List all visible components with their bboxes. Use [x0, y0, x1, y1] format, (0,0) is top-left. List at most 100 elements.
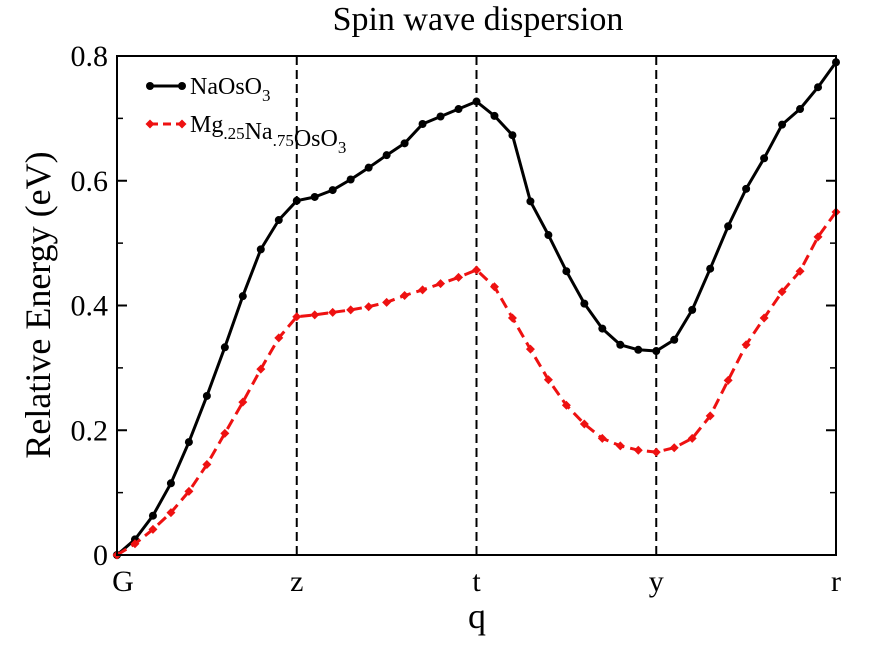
data-point	[777, 287, 787, 297]
y-tick-label-4: 0.8	[71, 40, 109, 73]
data-point	[741, 340, 751, 350]
series-layer	[112, 58, 841, 560]
data-point	[670, 335, 679, 344]
y-tick-label-3: 0.6	[71, 165, 109, 198]
series-1	[112, 207, 841, 560]
x-tick-label-y: y	[649, 565, 664, 598]
data-point	[669, 443, 679, 453]
data-point	[778, 120, 787, 129]
data-point	[238, 292, 247, 301]
y-tick-label-0: 0	[93, 539, 108, 572]
data-point	[813, 232, 823, 242]
data-point	[472, 97, 481, 106]
data-point	[274, 333, 284, 343]
data-point	[490, 111, 499, 120]
data-point	[202, 391, 211, 400]
legend-marker	[178, 82, 186, 90]
x-tick-label-G: G	[112, 565, 134, 598]
data-point	[148, 511, 157, 520]
data-point	[274, 216, 283, 225]
data-point	[166, 508, 176, 518]
data-point	[814, 83, 823, 92]
data-point	[418, 119, 427, 128]
data-point	[238, 397, 248, 407]
x-tick-label-t: t	[472, 565, 481, 598]
y-axis-label: Relative Energy (eV)	[18, 151, 58, 458]
plot-frame	[116, 55, 837, 556]
data-point	[652, 347, 661, 356]
data-point	[364, 163, 373, 172]
data-point	[292, 312, 302, 322]
data-point	[597, 433, 607, 443]
data-point	[166, 479, 175, 488]
data-point	[724, 222, 733, 231]
x-tick-label-z: z	[290, 565, 303, 598]
legend-item-1: Mg.25Na.75OsO3	[145, 112, 346, 157]
data-point	[543, 375, 553, 385]
data-point	[220, 343, 229, 352]
data-point	[292, 196, 301, 205]
data-point	[346, 305, 356, 315]
data-point	[759, 313, 769, 323]
data-point	[598, 324, 607, 333]
data-point	[580, 299, 589, 308]
data-point	[562, 267, 571, 276]
data-point	[561, 400, 571, 410]
data-point	[742, 184, 751, 193]
legend-marker	[145, 119, 155, 129]
legend-marker	[146, 82, 154, 90]
data-point	[382, 151, 391, 160]
data-point	[687, 433, 697, 443]
data-point	[328, 186, 337, 195]
data-point	[795, 266, 805, 276]
legend-item-0: NaOsO3	[146, 74, 271, 105]
data-point	[400, 291, 410, 301]
data-point	[616, 340, 625, 349]
series-line-1	[116, 211, 838, 557]
data-point	[615, 441, 625, 451]
data-point	[346, 175, 355, 184]
series-0	[113, 58, 840, 559]
data-point	[508, 131, 517, 140]
data-point	[454, 105, 463, 114]
x-tick-label-r: r	[831, 565, 841, 598]
data-point	[454, 272, 464, 282]
data-point	[202, 460, 212, 470]
data-point	[579, 419, 589, 429]
data-point	[544, 231, 553, 240]
data-point	[688, 305, 697, 314]
data-point	[382, 297, 392, 307]
chart-title: Spin wave dispersion	[333, 1, 624, 38]
data-point	[705, 411, 715, 421]
legend: NaOsO3 Mg.25Na.75OsO3	[145, 74, 346, 157]
y-tick-labels: 0 0.2 0.4 0.6 0.8	[71, 40, 109, 572]
data-point	[472, 265, 481, 275]
data-point	[418, 285, 428, 295]
data-point	[184, 486, 194, 496]
data-point	[706, 264, 715, 273]
data-point	[436, 279, 446, 289]
y-tick-label-2: 0.4	[71, 290, 109, 323]
data-point	[400, 139, 409, 148]
data-point	[130, 539, 140, 549]
data-point	[364, 302, 374, 312]
y-tick-label-1: 0.2	[71, 414, 109, 447]
data-point	[526, 197, 535, 206]
legend-label-1: Mg.25Na.75OsO3	[190, 112, 346, 157]
data-point	[436, 112, 445, 121]
data-point	[723, 375, 733, 385]
x-axis-label: q	[468, 596, 486, 636]
legend-marker	[177, 119, 187, 129]
data-point	[796, 105, 805, 114]
data-point	[507, 313, 517, 323]
legend-label-0: NaOsO3	[190, 74, 271, 105]
data-point	[220, 428, 230, 438]
data-point	[525, 344, 535, 354]
data-point	[633, 445, 643, 455]
data-point	[148, 524, 158, 534]
data-point	[489, 282, 499, 292]
data-point	[651, 447, 661, 457]
data-point	[256, 364, 266, 374]
